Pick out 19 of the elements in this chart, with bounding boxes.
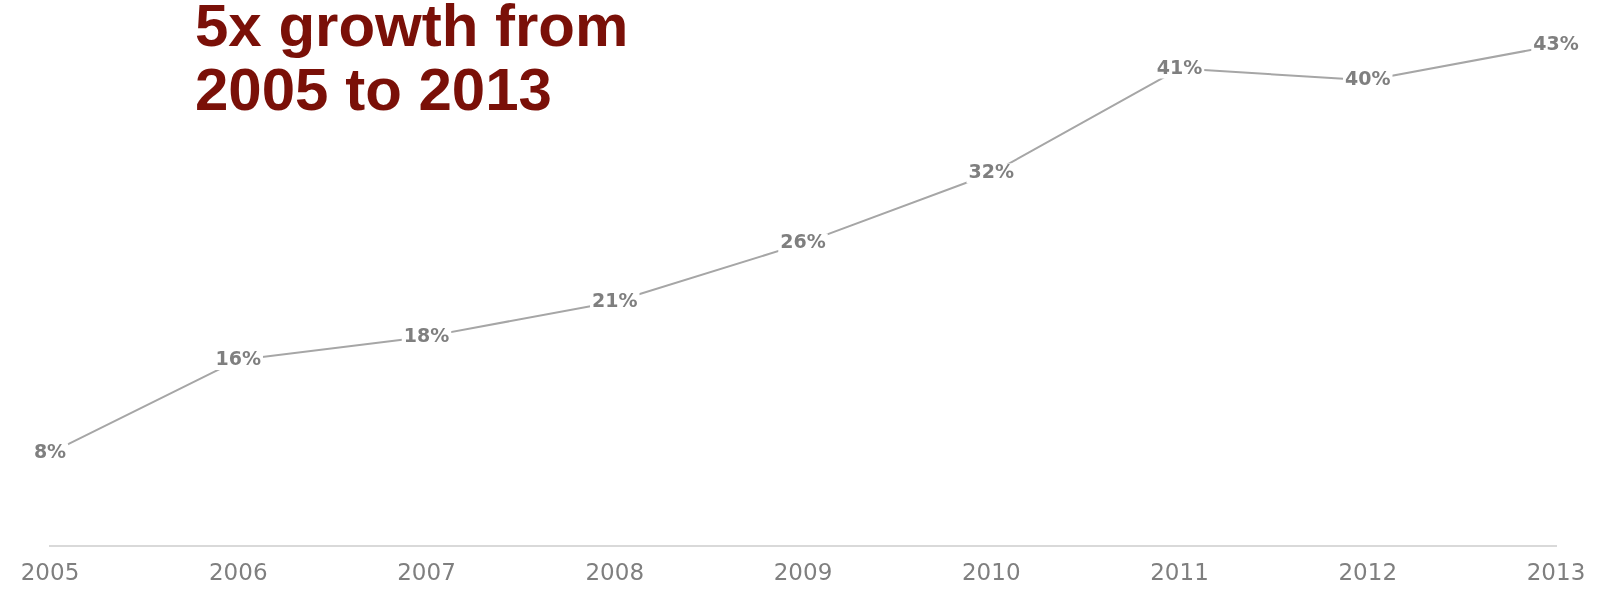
data-label: 8% bbox=[33, 440, 67, 463]
data-label: 41% bbox=[1156, 55, 1203, 78]
data-label: 21% bbox=[592, 288, 638, 311]
x-tick-label: 2005 bbox=[20, 559, 80, 586]
x-tick-label: 2011 bbox=[1150, 559, 1209, 586]
x-tick-label: 2007 bbox=[397, 559, 456, 586]
data-label: 26% bbox=[780, 230, 826, 253]
x-tick-label: 2012 bbox=[1338, 559, 1398, 586]
x-tick-label: 2010 bbox=[961, 559, 1021, 586]
data-label: 40% bbox=[1345, 67, 1391, 90]
data-label: 32% bbox=[968, 160, 1014, 183]
data-label: 18% bbox=[403, 323, 450, 346]
x-tick-label: 2008 bbox=[585, 559, 645, 586]
x-tick-label: 2009 bbox=[773, 559, 833, 586]
chart-title: 5x growth from 2005 to 2013 bbox=[195, 0, 629, 123]
data-label: 43% bbox=[1533, 32, 1579, 55]
x-tick-label: 2006 bbox=[208, 559, 268, 586]
data-label: 16% bbox=[215, 346, 261, 369]
x-tick-label: 2013 bbox=[1526, 559, 1586, 586]
